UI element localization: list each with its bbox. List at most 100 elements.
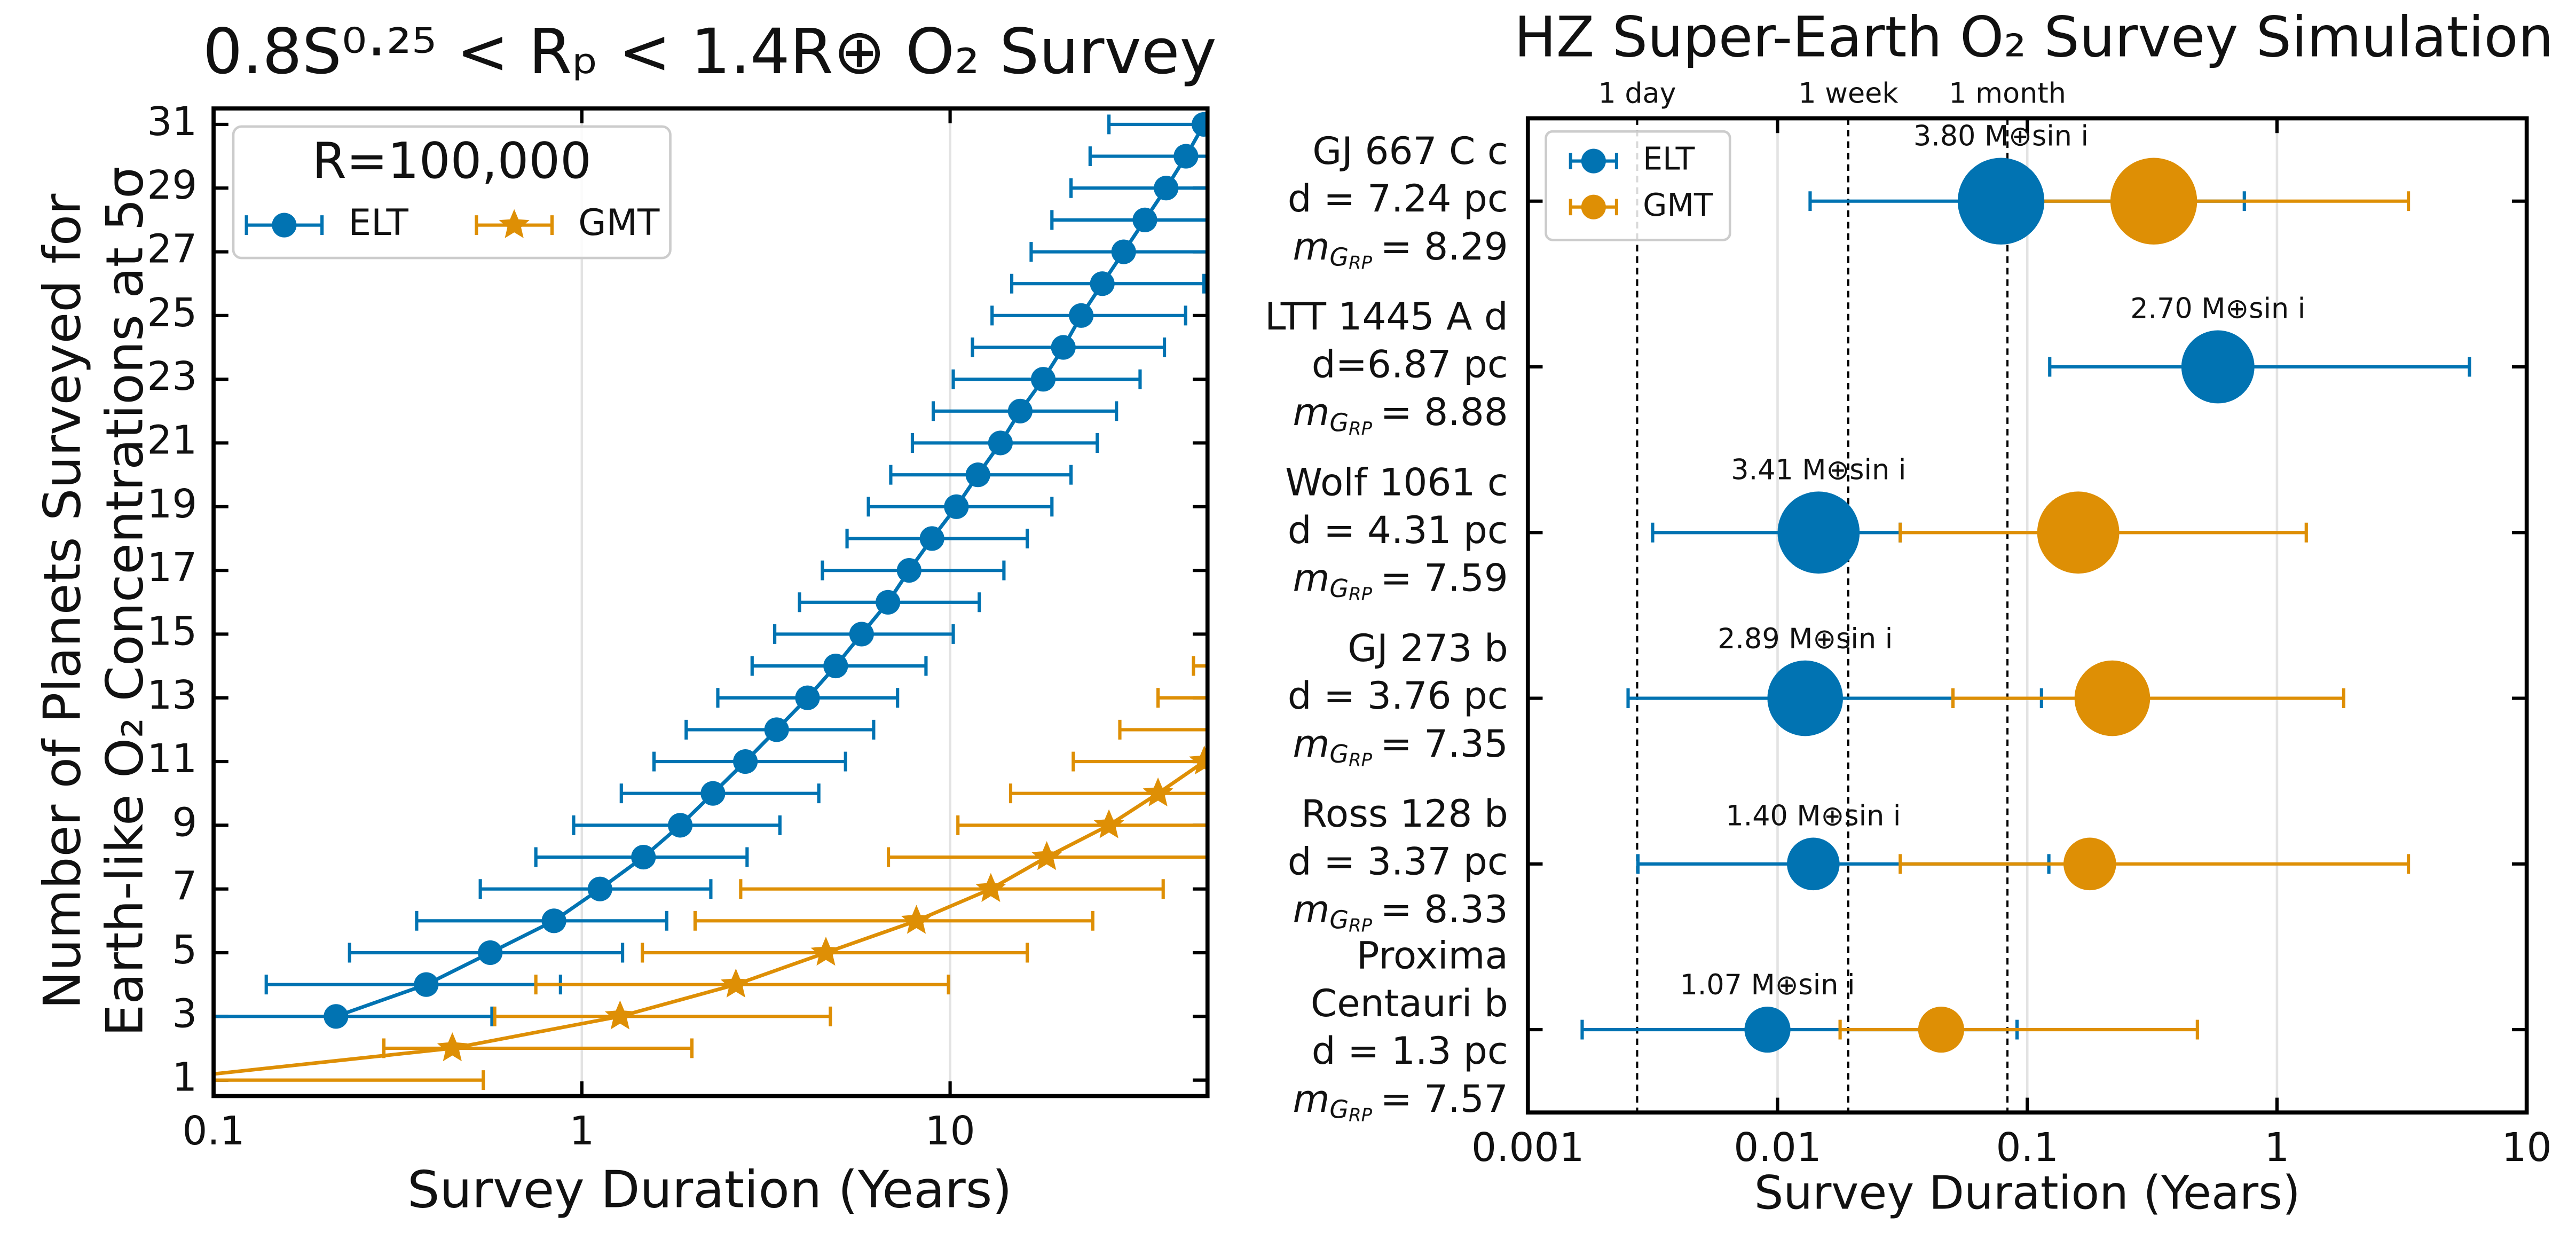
- marker: [1191, 112, 1208, 137]
- y-label-line: Number of Planets Surveyed for: [33, 193, 92, 1009]
- error-bar: [1118, 719, 1208, 740]
- mass-label: 3.80 M⊕sin i: [1913, 120, 2089, 153]
- legend-label: GMT: [1643, 187, 1713, 223]
- marker: [668, 813, 693, 838]
- mag-value: = 7.57: [1380, 1076, 1508, 1120]
- error-bar: [1838, 1019, 2199, 1040]
- error-bar: [739, 879, 1165, 899]
- mag-sub: G: [1329, 1095, 1349, 1124]
- reference-label: 1 day: [1598, 77, 1676, 109]
- error-bar: [1107, 114, 1208, 135]
- legend-label: ELT: [348, 201, 408, 244]
- mag-value: = 8.33: [1380, 887, 1508, 931]
- marker: [919, 526, 944, 551]
- marker: [1051, 335, 1076, 360]
- planet-marker: [1744, 1006, 1791, 1053]
- category-label: Proxima: [1357, 933, 1508, 978]
- mag-value: = 8.88: [1380, 390, 1508, 434]
- y-tick-label: 5: [172, 927, 197, 973]
- reference-label: 1 week: [1798, 77, 1898, 109]
- marker: [1189, 745, 1208, 775]
- mag-value: = 7.59: [1380, 555, 1508, 600]
- mag-sub: G: [1329, 242, 1349, 271]
- marker: [823, 654, 848, 679]
- marker: [324, 1004, 349, 1029]
- category-label: d = 1.3 pc: [1312, 1029, 1508, 1073]
- error-bar: [1192, 656, 1208, 676]
- category-magnitude: mGRP = 8.29: [1293, 224, 1508, 273]
- x-tick-label: 0.001: [1471, 1125, 1584, 1171]
- marker: [1069, 303, 1094, 328]
- planet-marker: [1918, 1006, 1964, 1053]
- mag-value: = 7.35: [1380, 721, 1508, 765]
- y-tick-label: 11: [147, 736, 197, 782]
- category-magnitude: mGRP = 8.33: [1293, 887, 1508, 936]
- x-tick-label: 0.1: [1996, 1125, 2058, 1171]
- marker: [1234, 713, 1265, 742]
- marker: [975, 873, 1006, 902]
- y-tick-label: 25: [147, 290, 197, 336]
- legend-label: ELT: [1643, 141, 1695, 177]
- mag-symbol: m: [1293, 721, 1329, 765]
- marker: [896, 558, 921, 583]
- mag-subsub: RP: [1349, 252, 1373, 273]
- mag-symbol: m: [1293, 1076, 1329, 1120]
- mag-symbol: m: [1293, 390, 1329, 434]
- marker: [587, 876, 612, 901]
- error-bar: [382, 1038, 694, 1058]
- marker: [700, 781, 726, 806]
- legend-box: [232, 125, 672, 260]
- error-bar: [493, 1006, 832, 1026]
- mass-label: 3.41 M⊕sin i: [1731, 453, 1906, 486]
- planet-marker: [1957, 158, 2045, 245]
- category-magnitude: mGRP = 7.57: [1293, 1076, 1508, 1125]
- series-line: [214, 757, 1208, 1076]
- legend-title: R=100,000: [312, 132, 592, 190]
- left-x-label: Survey Duration (Years): [407, 1160, 1012, 1219]
- mag-sub: G: [1329, 905, 1349, 934]
- mag-subsub: RP: [1349, 584, 1373, 605]
- marker: [733, 749, 758, 774]
- mag-symbol: m: [1293, 887, 1329, 931]
- mag-subsub: RP: [1349, 915, 1373, 936]
- mag-subsub: RP: [1349, 749, 1373, 770]
- marker: [1030, 367, 1056, 392]
- y-tick-label: 23: [147, 354, 197, 399]
- y-tick-label: 17: [147, 545, 197, 591]
- x-tick-label: 1: [2264, 1125, 2289, 1171]
- y-tick-label: 19: [147, 481, 197, 527]
- category-magnitude: mGRP = 8.88: [1293, 390, 1508, 439]
- legend-marker: [1581, 194, 1606, 219]
- category-label: Centauri b: [1311, 981, 1508, 1025]
- category-label: d = 4.31 pc: [1288, 508, 1508, 552]
- mag-symbol: m: [1293, 224, 1329, 268]
- y-tick-label: 1: [172, 1055, 197, 1101]
- marker: [478, 940, 503, 966]
- planet-marker: [2037, 491, 2120, 574]
- marker: [795, 685, 820, 710]
- x-tick-label: 10: [925, 1108, 975, 1154]
- x-tick-label: 0.01: [1734, 1125, 1821, 1171]
- error-bar: [264, 975, 562, 995]
- marker: [437, 1032, 468, 1062]
- y-tick-label: 31: [147, 99, 197, 145]
- y-tick-label: 27: [147, 226, 197, 272]
- category-label: Ross 128 b: [1301, 791, 1508, 836]
- marker: [541, 908, 566, 933]
- category-label: Wolf 1061 c: [1285, 460, 1508, 505]
- plot-area: [214, 112, 1265, 1090]
- marker: [272, 213, 297, 238]
- x-tick-label: 1: [569, 1108, 594, 1154]
- mag-subsub: RP: [1349, 418, 1373, 438]
- mag-symbol: m: [1293, 555, 1329, 600]
- marker: [1007, 398, 1033, 423]
- y-tick-label: 15: [147, 608, 197, 654]
- legend-marker: [1581, 148, 1606, 174]
- marker: [849, 622, 874, 647]
- error-bar: [1156, 688, 1208, 708]
- marker: [414, 972, 439, 997]
- marker: [810, 936, 841, 966]
- planet-marker: [1787, 837, 1840, 891]
- x-tick-label: 0.1: [182, 1108, 245, 1154]
